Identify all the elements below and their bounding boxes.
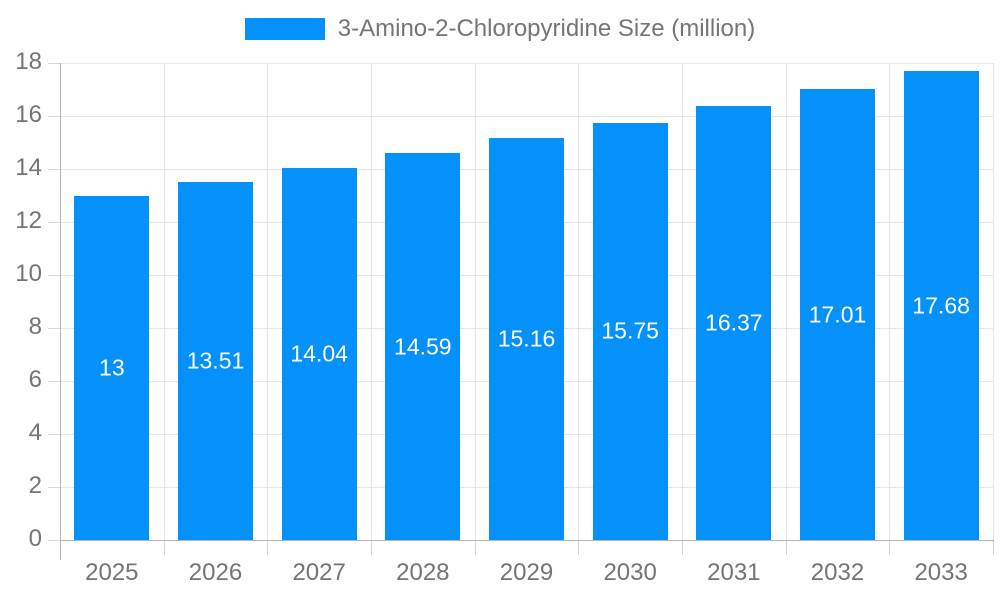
bar-value-label: 13 [99, 354, 125, 381]
bar-2031[interactable] [696, 106, 772, 540]
y-axis-tick-label: 0 [28, 524, 42, 552]
x-axis-tick [267, 541, 269, 555]
x-gridline [993, 63, 994, 540]
x-gridline [682, 63, 683, 540]
x-axis-tick-label: 2027 [292, 559, 346, 586]
bar-2030[interactable] [592, 122, 668, 540]
y-axis-tick [48, 275, 60, 276]
y-axis-tick [48, 222, 60, 223]
y-gridline [60, 63, 993, 64]
x-axis-tick-label: 2031 [707, 559, 761, 586]
bar-2027[interactable] [281, 167, 357, 540]
y-axis-tick-label: 12 [15, 206, 42, 234]
y-axis-tick-label: 2 [28, 471, 42, 499]
y-axis-tick-label: 6 [28, 365, 42, 393]
x-axis-tick [889, 541, 891, 555]
x-gridline [578, 63, 580, 540]
y-axis-tick [48, 63, 60, 64]
x-axis-tick-label: 2033 [914, 559, 968, 586]
bar-value-label: 17.68 [912, 292, 970, 319]
y-axis-tick-label: 18 [15, 47, 42, 75]
y-axis-tick [48, 169, 60, 170]
x-axis-tick-label: 2025 [85, 559, 139, 586]
y-axis-tick-label: 4 [28, 418, 42, 446]
x-axis-tick [163, 541, 165, 555]
bar-value-label: 17.01 [808, 301, 867, 328]
bar-value-label: 14.04 [290, 340, 348, 367]
bar-value-label: 15.75 [601, 317, 659, 344]
x-gridline [163, 63, 165, 540]
y-axis-tick [48, 487, 60, 488]
bar-2028[interactable] [385, 153, 461, 540]
x-gridline [785, 63, 787, 540]
y-axis-tick [48, 381, 60, 382]
x-axis-tick-label: 2032 [810, 559, 865, 586]
bar-value-label: 15.16 [497, 325, 556, 352]
y-axis-tick [48, 540, 60, 541]
x-axis-tick-label: 2026 [188, 559, 243, 586]
x-gridline [267, 63, 269, 540]
bar-2029[interactable] [489, 138, 564, 540]
y-axis-line [60, 63, 61, 560]
bar-2033[interactable] [903, 71, 979, 540]
x-gridline [474, 63, 476, 540]
x-gridline [889, 63, 891, 540]
y-axis-tick-label: 10 [15, 259, 42, 287]
bar-2026[interactable] [178, 181, 253, 540]
x-axis-line [60, 540, 994, 541]
x-axis-tick-label: 2029 [499, 559, 554, 586]
x-axis-tick-label: 2028 [396, 559, 450, 586]
bar-2032[interactable] [800, 89, 875, 540]
x-axis-tick [785, 541, 787, 555]
x-axis-tick [371, 541, 372, 555]
bar-2025[interactable] [74, 195, 150, 540]
x-axis-tick-label: 2030 [603, 559, 657, 586]
y-axis-tick-label: 14 [15, 153, 42, 181]
x-axis-tick [993, 541, 994, 555]
y-axis-tick-label: 16 [15, 100, 42, 128]
legend-label: 3-Amino-2-Chloropyridine Size (million) [337, 15, 756, 42]
y-axis-tick [48, 434, 60, 435]
y-axis-tick-label: 8 [28, 312, 42, 340]
x-axis-tick [474, 541, 476, 555]
legend[interactable]: 3-Amino-2-Chloropyridine Size (million) [0, 15, 1000, 42]
legend-swatch [244, 18, 325, 41]
bar-value-label: 16.37 [705, 309, 763, 336]
x-axis-tick [682, 541, 683, 555]
y-axis-tick [48, 116, 60, 117]
y-axis-tick [48, 328, 60, 329]
y-gridline [60, 116, 993, 117]
x-axis-tick [578, 541, 580, 555]
bar-value-label: 13.51 [186, 347, 245, 374]
x-gridline [371, 63, 372, 540]
bar-value-label: 14.59 [394, 333, 452, 360]
